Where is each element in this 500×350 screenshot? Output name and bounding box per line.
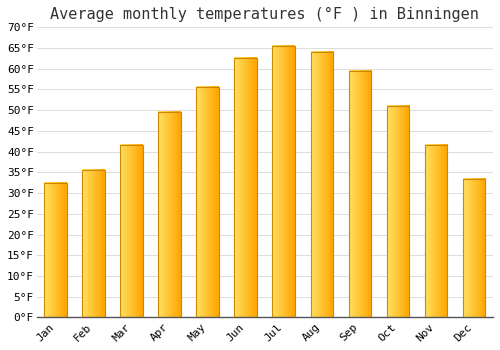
Bar [386,106,409,317]
Bar [348,71,372,317]
Title: Average monthly temperatures (°F ) in Binningen: Average monthly temperatures (°F ) in Bi… [50,7,480,22]
Bar [44,183,67,317]
Bar [424,146,448,317]
Bar [158,112,181,317]
Bar [462,178,485,317]
Bar [272,46,295,317]
Bar [196,88,220,317]
Bar [310,52,334,317]
Bar [234,58,258,317]
Bar [82,170,105,317]
Bar [120,146,143,317]
